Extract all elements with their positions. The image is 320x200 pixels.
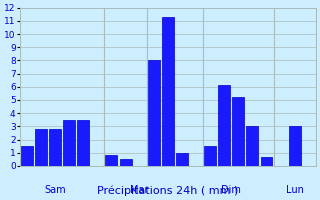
Bar	[49, 129, 61, 166]
Bar	[63, 120, 75, 166]
Text: Dim: Dim	[221, 185, 241, 195]
Bar	[176, 153, 188, 166]
Text: Sam: Sam	[44, 185, 66, 195]
Bar	[106, 155, 117, 166]
Bar	[21, 146, 33, 166]
Bar	[77, 120, 89, 166]
Bar	[35, 129, 47, 166]
Bar	[260, 157, 273, 166]
Bar	[148, 60, 160, 166]
Bar	[162, 17, 174, 166]
Bar	[120, 159, 132, 166]
Bar	[204, 146, 216, 166]
Text: Lun: Lun	[286, 185, 304, 195]
Bar	[218, 85, 230, 166]
Bar	[289, 126, 301, 166]
X-axis label: Précipitations 24h ( mm ): Précipitations 24h ( mm )	[97, 185, 238, 196]
Bar	[232, 97, 244, 166]
Text: Mar: Mar	[130, 185, 149, 195]
Bar	[246, 126, 258, 166]
